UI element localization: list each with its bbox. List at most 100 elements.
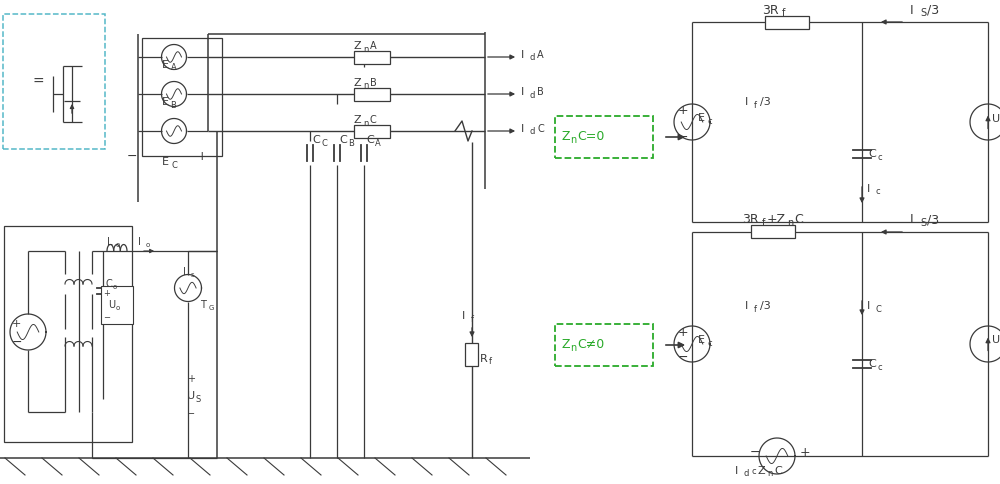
Text: −: − [12,335,22,348]
Text: −: − [103,314,110,322]
Text: Z: Z [561,131,570,143]
Text: +Z: +Z [767,213,786,227]
Text: Z: Z [561,338,570,351]
Text: +: + [800,445,811,458]
Text: /3: /3 [760,301,771,311]
Text: =: = [32,75,44,89]
Text: U: U [992,114,1000,124]
Text: C: C [774,466,782,476]
Text: +: + [103,288,110,298]
Text: d: d [530,91,535,100]
Bar [142,38,222,156]
Text: f: f [782,8,785,18]
Text: +: + [12,319,21,329]
Text: C≠0: C≠0 [577,338,604,351]
Text: A: A [170,63,176,73]
Text: d: d [744,469,749,479]
Text: I: I [138,237,141,247]
Bar [555,116,653,158]
Text: I: I [745,97,748,107]
Text: S: S [920,218,926,228]
Text: n: n [363,81,368,91]
Text: −: − [678,350,688,363]
Text: f: f [489,358,492,366]
Text: I: I [745,301,748,311]
Text: f: f [754,304,757,314]
Text: Z: Z [757,466,765,476]
Text: I: I [183,267,186,277]
Text: I: I [521,124,524,134]
Text: U: U [992,335,1000,345]
Text: C: C [370,115,377,125]
Text: G: G [209,305,214,311]
Text: −: − [678,131,688,143]
Text: I: I [910,3,914,16]
Text: /3: /3 [760,97,771,107]
Bar [4,226,132,442]
Text: n: n [570,343,576,353]
Bar [3,14,105,149]
Text: A: A [375,138,381,148]
Text: C: C [321,138,327,148]
Text: +: + [197,150,208,163]
Bar [354,50,390,63]
Text: n: n [363,45,368,54]
Text: U: U [187,391,195,401]
Bar [354,124,390,137]
Text: /3: /3 [927,3,939,16]
Text: −: − [187,409,195,419]
Text: n: n [570,135,576,145]
Text: I: I [867,184,870,194]
Text: Z: Z [354,41,362,51]
Text: c: c [751,467,756,475]
Bar [751,226,795,239]
Text: C: C [537,124,544,134]
Text: c: c [877,152,882,162]
Text: −: − [750,445,761,458]
Text: E: E [162,97,169,107]
Text: B: B [370,78,377,88]
Text: c: c [877,363,882,372]
Text: B: B [348,138,354,148]
Text: c: c [876,187,881,197]
Text: A: A [370,41,377,51]
Text: o: o [116,242,120,248]
Text: c: c [707,338,712,348]
Text: C: C [876,304,882,314]
Text: B: B [537,87,544,97]
Text: R: R [480,354,488,364]
Text: C=0: C=0 [577,131,604,143]
Text: B: B [170,101,176,109]
Text: Z: Z [354,78,362,88]
Text: 3R: 3R [742,213,759,227]
Text: +: + [678,326,689,338]
Text: c: c [707,117,712,125]
Text: I: I [521,50,524,60]
Text: S: S [920,8,926,18]
Text: C: C [339,135,347,145]
Text: C: C [868,359,876,369]
Text: d: d [530,54,535,62]
Text: T: T [200,300,206,310]
Text: I: I [867,301,870,311]
Bar [765,15,809,29]
Text: C: C [868,149,876,159]
Bar [465,343,478,365]
Text: C: C [366,135,374,145]
Text: E: E [698,335,705,345]
Text: U: U [108,300,115,310]
Bar [101,286,133,324]
Text: +: + [678,104,689,117]
Text: I: I [735,466,738,476]
Text: C: C [171,161,177,169]
Text: I: I [462,311,465,321]
Text: I: I [521,87,524,97]
Text: C: C [794,213,803,227]
Text: −: − [127,150,138,163]
Text: S: S [196,394,201,404]
Bar [555,324,653,366]
Text: /3: /3 [927,213,939,227]
Text: E: E [162,60,169,70]
Text: o: o [113,284,117,290]
Text: L: L [107,237,112,247]
